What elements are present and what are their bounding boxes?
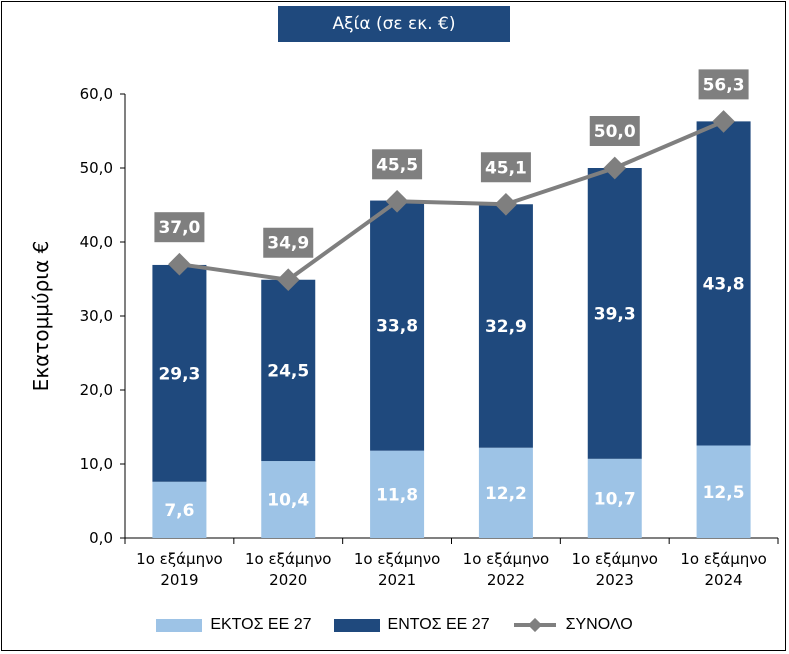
bar-label-outside-eu: 12,5 [703,483,745,503]
y-tick-label: 20,0 [80,381,113,399]
y-tick-label: 60,0 [80,85,113,103]
total-marker [276,268,300,292]
total-label: 45,5 [376,155,418,175]
bar-label-inside-eu: 29,3 [158,364,200,384]
bar-outside-eu [370,450,425,538]
bar-label-inside-eu: 33,8 [376,317,418,337]
x-tick-label: 1ο εξάμηνο [354,550,440,568]
total-label-box [480,152,531,183]
legend-swatch-outside-eu [156,618,203,632]
bar-label-outside-eu: 10,4 [267,491,309,511]
total-label: 50,0 [594,122,636,142]
bar-label-inside-eu: 24,5 [267,361,309,381]
legend-swatch-inside-eu [333,618,380,632]
bar-label-inside-eu: 39,3 [594,304,636,324]
bar-inside-eu [587,168,642,459]
x-tick-label: 1ο εξάμηνο [245,550,331,568]
y-tick-label: 0,0 [89,529,113,547]
bar-inside-eu [370,200,425,451]
total-label: 45,1 [485,158,527,178]
bar-label-outside-eu: 12,2 [485,484,527,504]
y-tick-label: 40,0 [80,233,113,251]
bar-outside-eu [152,481,207,538]
legend-label-outside-eu: ΕΚΤΟΣ ΕΕ 27 [210,616,312,633]
bar-label-outside-eu: 7,6 [164,501,194,521]
total-label-box [372,149,423,180]
total-label-box [263,227,314,258]
total-label: 37,0 [158,218,200,238]
legend-label-inside-eu: ΕΝΤΟΣ ΕΕ 27 [387,616,490,633]
bar-inside-eu [261,279,316,462]
total-label-box [154,212,205,243]
x-tick-label-year: 2024 [704,571,742,589]
bar-inside-eu [478,204,533,448]
x-tick-label-year: 2021 [378,571,416,589]
total-label-box [698,69,749,100]
y-tick-label: 10,0 [80,455,113,473]
bar-outside-eu [478,447,533,538]
bar-outside-eu [261,461,316,538]
y-tick-label: 50,0 [80,159,113,177]
bar-outside-eu [587,458,642,538]
x-tick-label-year: 2019 [160,571,198,589]
x-tick-label-year: 2020 [269,571,307,589]
x-tick-label: 1ο εξάμηνο [136,550,222,568]
chart-title: Αξία (σε εκ. €) [278,6,510,42]
total-label-box [589,116,640,146]
total-label: 56,3 [703,75,745,95]
x-tick-label-year: 2022 [487,571,525,589]
x-tick-label: 1ο εξάμηνο [680,550,766,568]
x-tick-label: 1ο εξάμηνο [572,550,658,568]
legend-swatch-total [513,618,556,632]
bar-label-outside-eu: 10,7 [594,489,636,509]
bar-label-outside-eu: 11,8 [376,485,418,505]
y-tick-label: 30,0 [80,307,113,325]
legend: ΕΚΤΟΣ ΕΕ 27 ΕΝΤΟΣ ΕΕ 27 ΣΥΝΟΛΟ [0,612,789,638]
legend-item-outside-eu: ΕΚΤΟΣ ΕΕ 27 [156,616,312,634]
total-label: 34,9 [267,234,309,254]
total-line [179,119,725,282]
total-marker [712,110,735,133]
bar-outside-eu [696,445,751,538]
bar-label-inside-eu: 32,9 [485,317,527,337]
legend-label-total: ΣΥΝΟΛΟ [565,616,633,633]
bar-inside-eu [152,264,207,482]
legend-item-inside-eu: ΕΝΤΟΣ ΕΕ 27 [333,616,490,634]
x-tick-label: 1ο εξάμηνο [463,550,549,568]
x-tick-label-year: 2023 [596,571,634,589]
bar-label-inside-eu: 43,8 [703,274,745,294]
bar-inside-eu [696,121,751,446]
legend-item-total: ΣΥΝΟΛΟ [512,616,633,634]
y-axis-label: Εκατομμύρια € [29,241,53,392]
